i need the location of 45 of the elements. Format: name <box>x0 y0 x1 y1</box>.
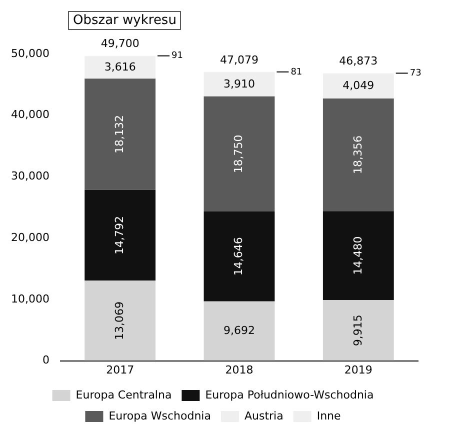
data-label: 3,616 <box>104 60 136 74</box>
legend-label: Austria <box>244 409 284 422</box>
data-label: 9,692 <box>223 324 255 337</box>
x-tick-label: 2018 <box>225 363 254 376</box>
data-label: 14,480 <box>351 236 364 275</box>
data-label: 14,792 <box>112 216 126 254</box>
y-tick-label: 10,000 <box>10 292 50 306</box>
bar <box>84 280 156 361</box>
data-label: 81 <box>290 67 302 78</box>
data-label: 3,910 <box>223 77 255 90</box>
y-tick-label: 30,000 <box>10 170 50 183</box>
bar <box>204 211 275 302</box>
bar <box>322 300 394 361</box>
data-label: 18,132 <box>112 114 126 154</box>
legend-label: Europa Centralna <box>76 388 172 402</box>
bar <box>204 96 275 212</box>
bar <box>322 211 394 300</box>
legend-label: Europa Południowo-Wschodnia <box>205 388 374 402</box>
text: Obszar wykresu <box>68 10 182 30</box>
total-label: 47,079 <box>220 53 258 66</box>
bar <box>204 72 275 96</box>
bar <box>84 78 156 190</box>
bar <box>84 190 156 281</box>
legend-label: Inne <box>316 409 342 422</box>
legend-label: Europa Wschodnia <box>108 409 211 422</box>
data-label: 4,049 <box>342 78 374 92</box>
bar <box>322 98 394 212</box>
y-tick-label: 0 <box>42 354 50 367</box>
x-tick-label: 2017 <box>106 363 134 376</box>
data-label: 18,750 <box>232 134 246 174</box>
x-tick-label: 2019 <box>344 363 372 376</box>
bar <box>84 56 156 79</box>
data-label: 14,646 <box>232 237 246 276</box>
data-label: 13,069 <box>112 301 126 340</box>
y-tick-label: 20,000 <box>10 230 50 244</box>
data-label: 73 <box>410 68 422 79</box>
bar <box>322 74 394 98</box>
total-label: 46,873 <box>339 54 378 68</box>
y-tick-label: 50,000 <box>10 46 50 60</box>
bar <box>204 301 275 361</box>
data-label: 18,356 <box>351 136 364 174</box>
data-label: 9,915 <box>351 314 364 346</box>
data-label: 91 <box>172 51 183 62</box>
total-label: 49,700 <box>100 37 140 50</box>
y-tick-label: 40,000 <box>10 108 50 122</box>
